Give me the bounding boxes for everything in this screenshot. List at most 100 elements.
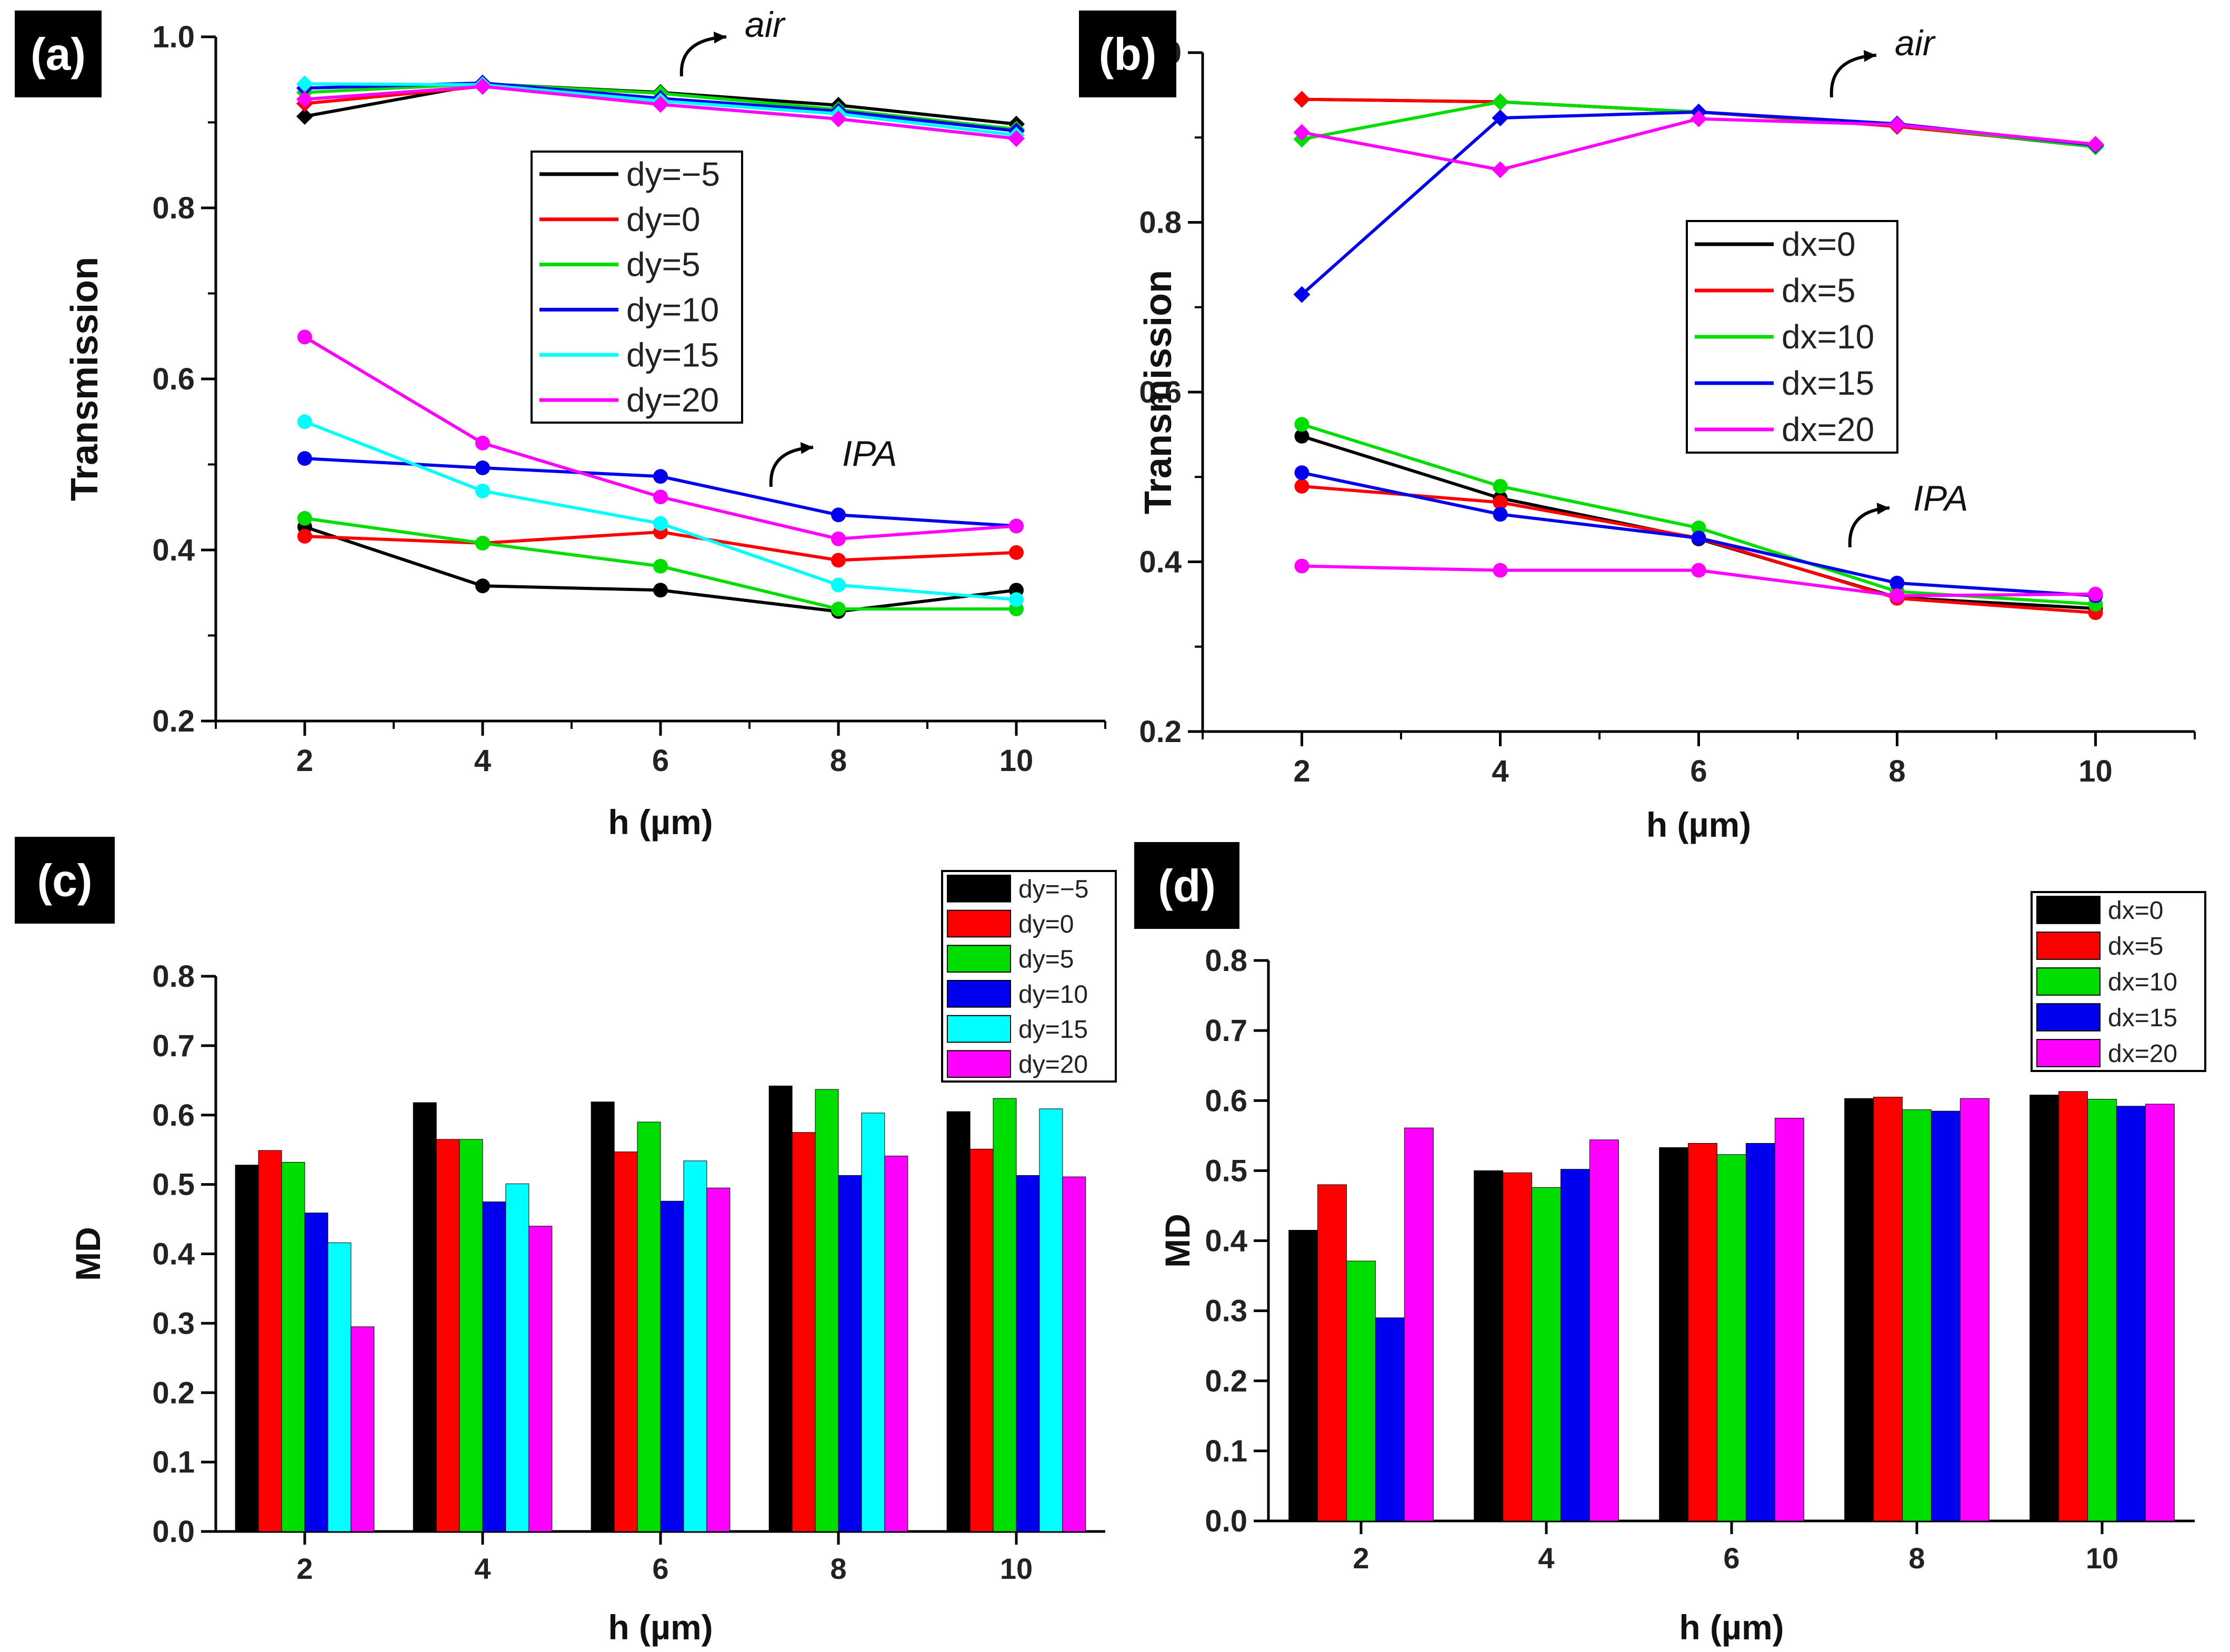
bar xyxy=(969,1148,994,1532)
bar xyxy=(993,1098,1017,1532)
y-axis-title: MD xyxy=(68,1227,107,1281)
bar xyxy=(1659,1147,1689,1521)
x-tick-label: 8 xyxy=(1908,1541,1925,1575)
data-point-air xyxy=(1293,91,1311,108)
ipa-arrow xyxy=(769,446,814,487)
y-tick-label: 0.2 xyxy=(152,1376,195,1410)
bar xyxy=(1688,1143,1718,1521)
data-point-ipa xyxy=(1493,507,1508,522)
bar xyxy=(505,1183,529,1532)
data-point-ipa xyxy=(1009,518,1024,534)
x-tick-label: 4 xyxy=(1538,1541,1554,1575)
data-point-ipa xyxy=(653,583,668,598)
y-tick-label: 0.1 xyxy=(152,1445,195,1479)
legend-swatch xyxy=(947,1015,1011,1043)
data-point-ipa xyxy=(475,483,490,498)
legend-label: dy=20 xyxy=(1018,1051,1088,1079)
y-tick-label: 0.0 xyxy=(152,1515,195,1549)
y-tick-label: 1.0 xyxy=(152,20,195,54)
bar xyxy=(528,1226,553,1532)
data-point-ipa xyxy=(475,578,490,594)
bar xyxy=(1560,1169,1590,1521)
legend-label: dx=0 xyxy=(1782,225,1856,263)
legend-label: dy=5 xyxy=(1018,946,1074,974)
legend-box xyxy=(531,151,743,424)
data-point-ipa xyxy=(831,531,846,546)
bar xyxy=(1346,1260,1376,1521)
legend-label: dx=5 xyxy=(2108,933,2163,960)
x-tick-label: 8 xyxy=(830,1552,846,1585)
legend-label: dx=20 xyxy=(1782,411,1874,448)
x-tick-label: 4 xyxy=(474,1552,491,1585)
data-point-air xyxy=(1492,93,1509,111)
legend-label: dx=15 xyxy=(1782,364,1874,402)
data-point-ipa xyxy=(1889,588,1905,603)
bar xyxy=(1959,1098,1989,1521)
data-point-ipa xyxy=(831,602,846,617)
legend-label: dy=−5 xyxy=(626,155,720,193)
bar xyxy=(792,1132,816,1532)
ipa-arrow-head xyxy=(1876,503,1889,515)
data-point-ipa xyxy=(1294,558,1309,574)
data-point-air xyxy=(1492,109,1509,127)
x-tick-label: 6 xyxy=(1723,1541,1739,1575)
panel-label: (a) xyxy=(31,29,86,80)
x-tick-label: 10 xyxy=(2078,754,2113,788)
bar xyxy=(1016,1175,1040,1532)
data-point-air xyxy=(296,108,313,125)
data-point-air xyxy=(296,75,313,93)
data-point-ipa xyxy=(297,451,312,466)
data-point-air xyxy=(830,111,847,127)
data-point-ipa xyxy=(475,536,490,550)
data-point-air xyxy=(474,78,491,95)
legend-label: dx=10 xyxy=(2108,968,2177,996)
air-arrow-head xyxy=(713,32,726,44)
data-point-air xyxy=(1492,161,1509,178)
y-tick-label: 0.6 xyxy=(1139,375,1182,409)
data-point-air xyxy=(1008,130,1025,147)
bar xyxy=(1062,1176,1086,1532)
panel-a: 0.2 0.4 0.6 0.8 1.0 h (µm) Transmission 2 4 6 8 10 d… xyxy=(15,5,1106,842)
air-arrow xyxy=(1829,54,1877,98)
y-tick-label: 0.8 xyxy=(152,191,195,225)
legend-label: dy=15 xyxy=(1018,1016,1088,1044)
bar xyxy=(591,1102,615,1532)
bar xyxy=(459,1139,483,1532)
bar xyxy=(482,1202,506,1532)
y-axis-title: Transmission xyxy=(64,257,106,501)
y-axis-title: Transmission xyxy=(1137,270,1179,514)
bar xyxy=(683,1160,707,1532)
data-point-ipa xyxy=(1294,417,1309,432)
air-annotation: air xyxy=(1895,23,1936,63)
panel-label: (d) xyxy=(1158,861,1216,912)
bar xyxy=(660,1200,684,1532)
bar xyxy=(1931,1110,1961,1521)
air-arrow-head xyxy=(1863,50,1876,62)
y-tick-label: 0.3 xyxy=(152,1306,195,1340)
bar xyxy=(1474,1170,1504,1521)
data-point-ipa xyxy=(1294,428,1309,444)
ipa-annotation: IPA xyxy=(1913,478,1968,518)
x-tick-label: 2 xyxy=(1293,754,1310,788)
y-tick-label: 0.2 xyxy=(152,704,195,738)
y-tick-label: 0.2 xyxy=(1205,1364,1247,1398)
x-tick-label: 10 xyxy=(2086,1541,2118,1575)
air-annotation: air xyxy=(745,5,786,45)
data-point-air xyxy=(1293,124,1311,141)
data-point-ipa xyxy=(1493,495,1508,510)
legend-label: dy=15 xyxy=(626,336,719,374)
bar xyxy=(1717,1154,1746,1521)
bar xyxy=(1288,1230,1318,1521)
legend-label: dx=5 xyxy=(1782,272,1856,309)
legend-swatch xyxy=(2036,932,2101,960)
panel-label: (c) xyxy=(37,856,92,906)
legend-label: dy=20 xyxy=(626,381,719,419)
data-point-ipa xyxy=(1009,592,1024,607)
bar xyxy=(884,1156,908,1532)
y-tick-label: 0.2 xyxy=(1139,715,1182,749)
data-point-ipa xyxy=(831,553,846,568)
x-tick-label: 2 xyxy=(296,1552,313,1585)
panel-b: 0.20.40.60.81.0h (µm)Transmission246810d… xyxy=(1079,11,2196,844)
bar xyxy=(1317,1184,1347,1521)
